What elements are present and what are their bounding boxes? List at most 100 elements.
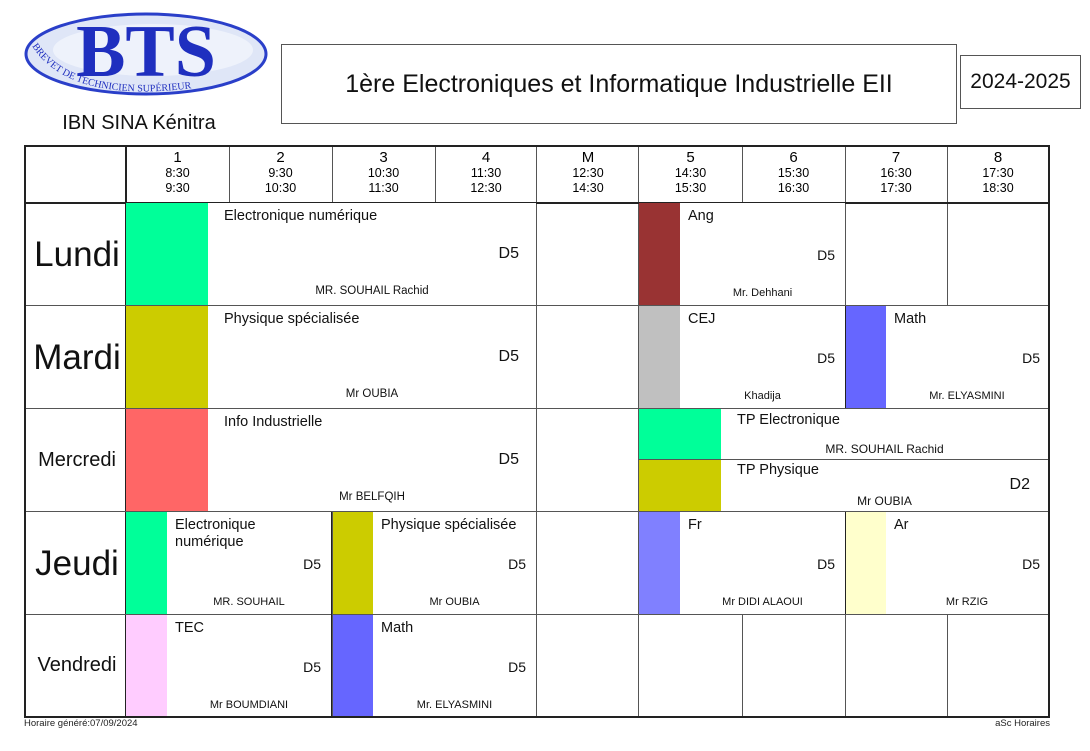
- subject-color-bar: [126, 306, 208, 408]
- subject-color-bar: [639, 460, 721, 511]
- lesson-subject: Electronique numérique: [175, 517, 256, 550]
- school-name: IBN SINA Kénitra: [62, 112, 216, 134]
- lesson-subject: TEC: [175, 620, 204, 636]
- lesson-teacher: Mr. Dehhani: [732, 287, 793, 299]
- lesson-teacher: Mr BELFQIH: [339, 491, 405, 503]
- lesson-teacher: Khadija: [744, 390, 781, 402]
- lesson-room: D5: [303, 659, 321, 675]
- grid-line: [536, 147, 537, 716]
- lesson-teacher: Mr DIDI ALAOUI: [722, 596, 803, 608]
- lesson-room: D5: [303, 556, 321, 572]
- bts-logo: BTS BREVET DE TECHNICIEN SUPÉRIEUR: [18, 6, 270, 106]
- lesson-card[interactable]: TEC D5 Mr BOUMDIANI: [126, 615, 331, 716]
- class-title: 1ère Electroniques et Informatique Indus…: [345, 69, 893, 98]
- lesson-card[interactable]: Physique spécialisée D5 Mr OUBIA: [126, 306, 536, 408]
- subject-color-bar: [126, 512, 167, 614]
- period-start: 16:30: [880, 166, 912, 180]
- grid-line: [435, 147, 436, 203]
- lesson-teacher: Mr. ELYASMINI: [416, 699, 493, 711]
- lesson-subject: TP Physique: [737, 462, 819, 478]
- lesson-room: D5: [508, 556, 526, 572]
- period-start: 9:30: [268, 166, 293, 180]
- lesson-subject: Info Industrielle: [224, 414, 323, 430]
- lesson-subject: TP Electronique: [737, 412, 840, 428]
- lesson-subject: Physique spécialisée: [381, 517, 517, 533]
- grid-line: [947, 615, 948, 716]
- period-number: 2: [276, 149, 285, 166]
- lesson-room: D5: [1022, 556, 1040, 572]
- svg-text:BTS: BTS: [76, 11, 216, 93]
- lesson-card[interactable]: Ar D5 Mr RZIG: [846, 512, 1048, 614]
- lesson-subject: CEJ: [688, 311, 716, 327]
- period-end: 9:30: [165, 181, 190, 195]
- subject-color-bar: [639, 203, 680, 305]
- lesson-teacher: MR. SOUHAIL Rachid: [825, 442, 944, 456]
- row-divider: [26, 408, 1048, 409]
- lesson-room: D5: [508, 659, 526, 675]
- lesson-card[interactable]: Info Industrielle D5 Mr BELFQIH: [126, 409, 536, 511]
- period-end: 17:30: [880, 181, 912, 195]
- school-year-box: 2024-2025: [960, 55, 1081, 109]
- subject-color-bar: [639, 512, 680, 614]
- lesson-card[interactable]: Math D5 Mr. ELYASMINI: [846, 306, 1048, 408]
- row-divider: [638, 459, 1048, 460]
- subject-color-bar: [333, 615, 373, 716]
- period-start: 11:30: [470, 166, 502, 180]
- grid-line: [331, 512, 332, 716]
- period-header-5: 5 14:30 15:30: [639, 147, 742, 204]
- period-end: 15:30: [674, 181, 707, 195]
- grid-line: [845, 512, 846, 614]
- bts-logo-icon: BTS BREVET DE TECHNICIEN SUPÉRIEUR: [24, 11, 268, 96]
- lesson-subject: Fr: [688, 517, 702, 533]
- lesson-subject: Electronique numérique: [224, 208, 378, 224]
- period-number: M: [581, 149, 595, 166]
- period-number: 5: [686, 149, 695, 166]
- lesson-room: D5: [817, 556, 835, 572]
- lesson-card[interactable]: TP Physique D2 Mr OUBIA: [639, 460, 1048, 511]
- period-header-3: 3 10:30 11:30: [332, 147, 435, 204]
- lesson-card[interactable]: Ang D5 Mr. Dehhani: [639, 203, 845, 305]
- row-divider: [26, 511, 1048, 512]
- lesson-room: D5: [817, 247, 835, 263]
- subject-color-bar: [126, 615, 167, 716]
- subject-color-bar: [333, 512, 373, 614]
- lesson-subject: Ang: [688, 208, 714, 224]
- lesson-card[interactable]: Electronique numérique D5 MR. SOUHAIL Ra…: [126, 203, 536, 305]
- period-header-4: 4 11:30 12:30: [435, 147, 537, 204]
- lesson-room: D5: [817, 350, 835, 366]
- lesson-card[interactable]: Electronique numérique D5 MR. SOUHAIL: [126, 512, 331, 614]
- grid-line: [845, 306, 846, 408]
- grid-line: [229, 147, 230, 203]
- period-start: 12:30: [572, 166, 604, 180]
- lesson-card[interactable]: Fr D5 Mr DIDI ALAOUI: [639, 512, 845, 614]
- period-start: 10:30: [367, 166, 400, 180]
- lesson-teacher: Mr OUBIA: [345, 388, 399, 400]
- lesson-card[interactable]: CEJ D5 Khadija: [639, 306, 845, 408]
- lesson-teacher: Mr OUBIA: [857, 494, 912, 508]
- lesson-teacher: Mr RZIG: [945, 596, 989, 608]
- lesson-room: D5: [498, 245, 519, 262]
- subject-color-bar: [639, 409, 721, 459]
- lesson-teacher: MR. SOUHAIL: [213, 596, 285, 608]
- period-end: 10:30: [264, 181, 297, 195]
- period-header-lunch: M 12:30 14:30: [537, 147, 639, 204]
- lesson-subject: Math: [381, 620, 414, 636]
- subject-color-bar: [846, 306, 886, 408]
- grid-line: [742, 615, 743, 716]
- lesson-card[interactable]: Physique spécialisée D5 Mr OUBIA: [333, 512, 536, 614]
- lesson-teacher: Mr. ELYASMINI: [929, 390, 1005, 402]
- lesson-room: D2: [1009, 476, 1030, 493]
- lesson-subject: Math: [894, 311, 927, 327]
- grid-line: [947, 147, 948, 203]
- day-label-jeudi: Jeudi: [35, 543, 119, 583]
- lesson-card[interactable]: TP Electronique MR. SOUHAIL Rachid: [639, 409, 1048, 459]
- subject-color-bar: [639, 306, 680, 408]
- day-label-vendredi: Vendredi: [37, 654, 117, 676]
- period-end: 14:30: [572, 181, 604, 195]
- period-number: 4: [481, 149, 491, 166]
- period-number: 6: [789, 149, 798, 166]
- lesson-teacher: MR. SOUHAIL Rachid: [315, 285, 429, 297]
- grid-line: [332, 147, 333, 203]
- period-header-7: 7 16:30 17:30: [845, 147, 947, 204]
- lesson-card[interactable]: Math D5 Mr. ELYASMINI: [333, 615, 536, 716]
